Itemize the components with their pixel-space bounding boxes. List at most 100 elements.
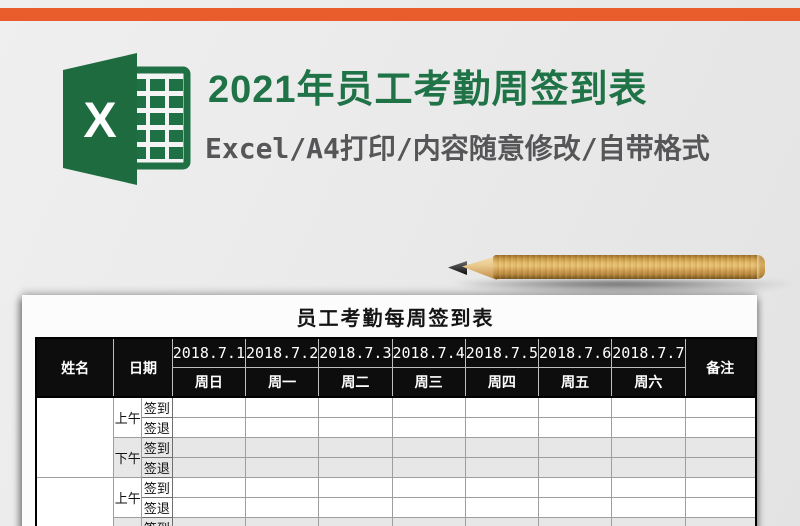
table-row: 签退 <box>36 417 757 438</box>
entry-cell <box>391 497 466 518</box>
table-row: 上午 签到 <box>35 396 757 478</box>
entry-cell <box>244 457 320 478</box>
action-cell: 签退 <box>141 497 173 518</box>
entry-cell <box>244 477 320 498</box>
action-cell: 签到 <box>141 437 173 458</box>
entry-cell <box>464 417 540 438</box>
entry-cell <box>464 477 540 498</box>
period-cell: 上午 <box>113 396 143 438</box>
entry-cell <box>537 437 613 458</box>
table-row: 签退 <box>36 457 757 478</box>
sheet-paper: 员工考勤每周签到表 姓名 日期 2018.7.1 2018.7.2 2018.7.3 20… <box>22 295 757 526</box>
day-header-cell: 周二 <box>318 367 393 398</box>
name-cell <box>35 396 115 478</box>
day-header-cell: 周四 <box>464 367 540 398</box>
entry-cell <box>171 417 247 438</box>
entry-cell <box>611 457 686 478</box>
entry-cell <box>318 396 393 418</box>
product-title: 2021年员工考勤周签到表 <box>208 69 648 111</box>
entry-cell <box>537 477 613 498</box>
entry-cell <box>537 417 613 438</box>
entry-cell <box>391 437 466 458</box>
entry-cell <box>318 417 393 438</box>
entry-cell <box>244 497 320 518</box>
entry-cell <box>611 437 686 458</box>
action-cell: 签到 <box>141 477 173 498</box>
action-cell: 签退 <box>141 457 173 478</box>
pencil-wood-cone <box>462 256 497 280</box>
excel-logo-icon: X <box>63 53 191 185</box>
day-header-cell: 周五 <box>537 367 613 398</box>
note-cell <box>684 437 757 458</box>
excel-logo-cover <box>63 53 137 185</box>
pencil-tip <box>448 261 467 275</box>
entry-cell <box>391 457 466 478</box>
note-cell <box>684 396 757 418</box>
entry-cell <box>171 497 247 518</box>
entry-cell <box>171 477 247 498</box>
name-cell <box>35 477 115 526</box>
day-header-cell: 周一 <box>244 367 320 398</box>
sheet-title: 员工考勤每周签到表 <box>296 308 495 330</box>
table-row: 签退 <box>36 497 757 518</box>
col-name-header: 姓名 <box>35 337 115 398</box>
entry-cell <box>611 517 686 526</box>
date-header-cell: 2018.7.4 <box>391 337 466 368</box>
note-cell <box>684 497 757 518</box>
pencil-cast-shadow <box>436 281 796 297</box>
entry-cell <box>611 497 686 518</box>
table-body: 上午签到签退下午签到签退上午签到签退下午签到签退 <box>35 396 757 526</box>
entry-cell <box>611 396 686 418</box>
entry-cell <box>464 517 540 526</box>
note-cell <box>684 457 757 478</box>
date-header-cell: 2018.7.3 <box>318 337 393 368</box>
entry-cell <box>318 517 393 526</box>
date-header-cell: 2018.7.6 <box>537 337 613 368</box>
date-header-cell: 2018.7.2 <box>244 337 320 368</box>
entry-cell <box>244 417 320 438</box>
day-header-cell: 周三 <box>391 367 466 398</box>
note-cell <box>684 477 757 498</box>
entry-cell <box>318 497 393 518</box>
entry-cell <box>464 396 540 418</box>
pencil-body <box>493 255 765 279</box>
action-cell: 签到 <box>141 396 173 418</box>
entry-cell <box>464 457 540 478</box>
entry-cell <box>537 396 613 418</box>
date-header-cell: 2018.7.1 <box>171 337 247 368</box>
entry-cell <box>391 396 466 418</box>
date-header-cell: 2018.7.7 <box>611 337 686 368</box>
entry-cell <box>537 497 613 518</box>
table-row: 下午签到 <box>36 437 757 478</box>
entry-cell <box>171 517 247 526</box>
col-note-header: 备注 <box>684 337 757 398</box>
attendance-table: 姓名 日期 2018.7.1 2018.7.2 2018.7.3 2018.7.4 2018… <box>35 337 757 526</box>
day-header-cell: 周日 <box>171 367 247 398</box>
note-cell <box>684 517 757 526</box>
entry-cell <box>244 517 320 526</box>
entry-cell <box>244 396 320 418</box>
entry-cell <box>171 457 247 478</box>
entry-cell <box>318 457 393 478</box>
excel-logo-grid <box>136 79 183 159</box>
action-cell: 签退 <box>141 417 173 438</box>
table-row: 上午 签到 <box>35 477 757 526</box>
entry-cell <box>318 477 393 498</box>
product-subtitle: Excel/A4打印/内容随意修改/自带格式 <box>205 132 710 165</box>
entry-cell <box>244 437 320 458</box>
col-date-header: 日期 <box>113 337 173 398</box>
date-header-cell: 2018.7.5 <box>464 337 540 368</box>
period-cell: 下午 <box>113 517 143 526</box>
entry-cell <box>611 477 686 498</box>
entry-cell <box>464 437 540 458</box>
entry-cell <box>391 417 466 438</box>
entry-cell <box>391 517 466 526</box>
entry-cell <box>171 396 247 418</box>
period-cell: 下午 <box>113 437 143 478</box>
entry-cell <box>611 417 686 438</box>
day-header-cell: 周六 <box>611 367 686 398</box>
entry-cell <box>537 457 613 478</box>
action-cell: 签到 <box>141 517 173 526</box>
